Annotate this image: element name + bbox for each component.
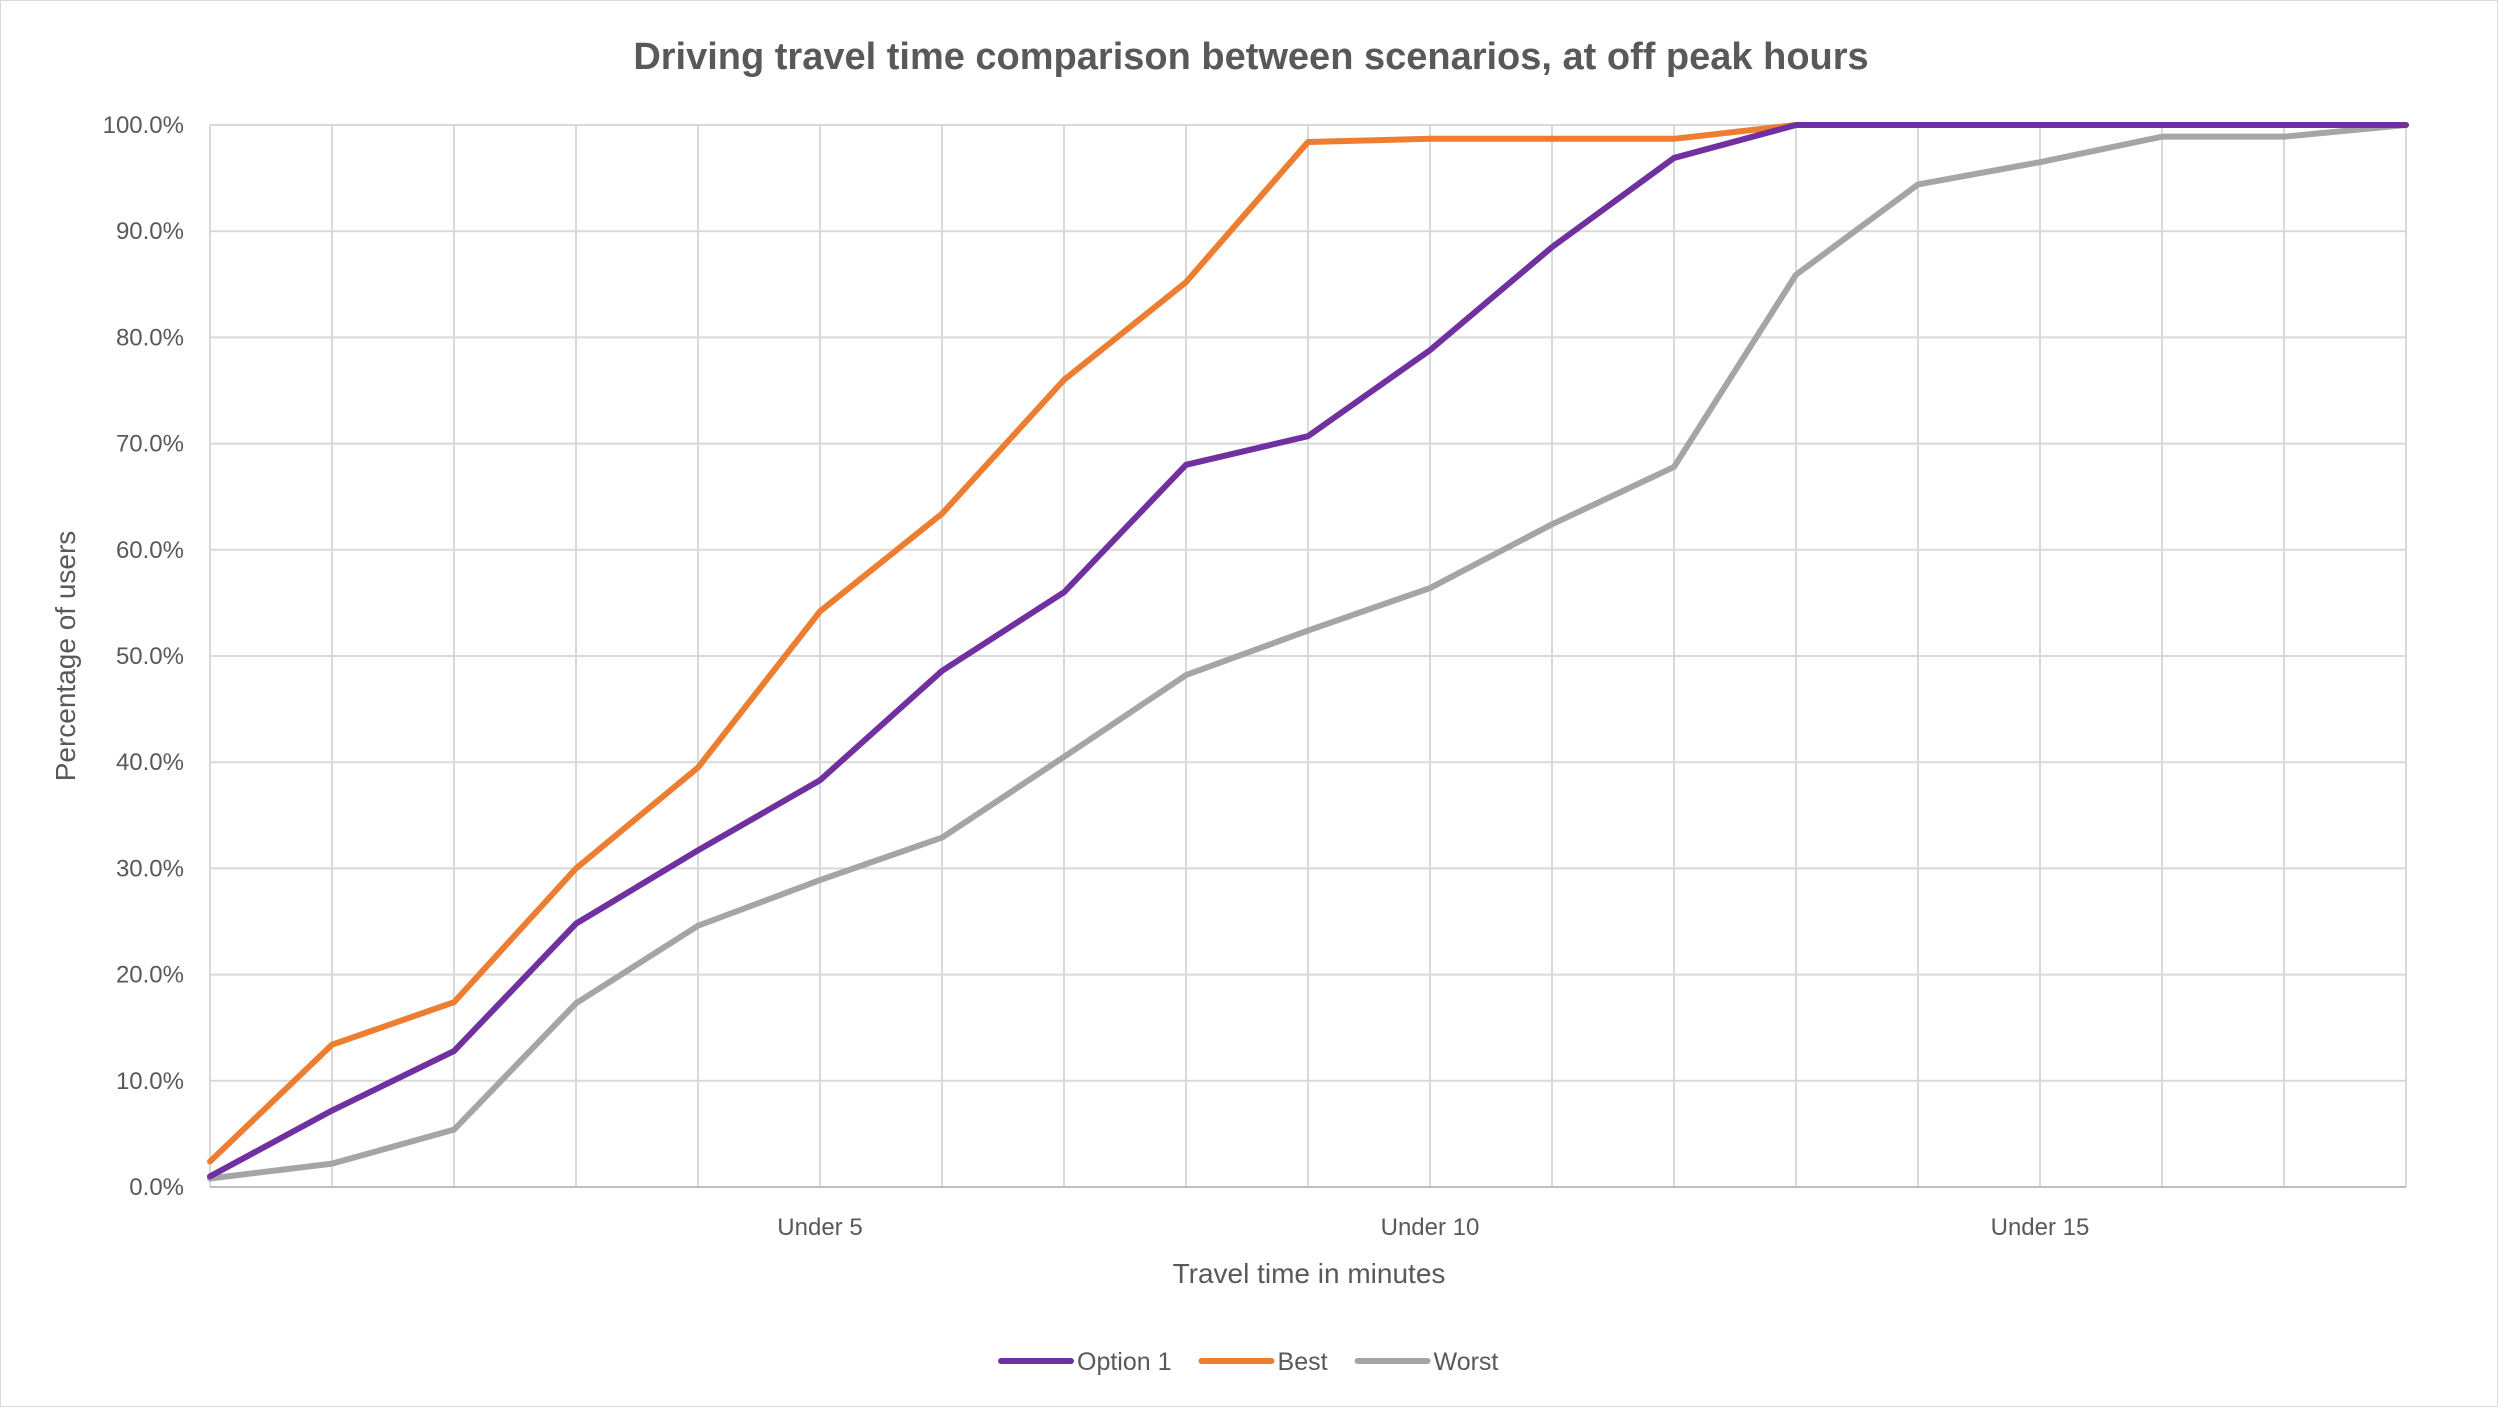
- y-tick-label: 80.0%: [116, 324, 184, 351]
- legend-label-best: Best: [1278, 1348, 1328, 1376]
- x-axis-ticks: Under 5 Under 10 Under 15: [777, 1214, 2089, 1241]
- legend: Option 1 Best Worst: [998, 1348, 1499, 1376]
- x-axis-label: Travel time in minutes: [1173, 1258, 1446, 1289]
- y-tick-label: 90.0%: [116, 218, 184, 245]
- y-tick-label: 100.0%: [103, 112, 184, 139]
- y-axis-ticks: 0.0% 10.0% 20.0% 30.0% 40.0% 50.0% 60.0% 70.0% 8…: [103, 112, 184, 1201]
- x-tick-label: Under 5: [777, 1214, 862, 1241]
- y-axis-label: Percentage of users: [50, 531, 81, 782]
- y-tick-label: 40.0%: [116, 749, 184, 776]
- y-tick-label: 20.0%: [116, 962, 184, 989]
- series-line-option-1: [207, 122, 2409, 1180]
- y-tick-label: 70.0%: [116, 431, 184, 458]
- y-tick-label: 0.0%: [129, 1174, 184, 1201]
- x-tick-label: Under 10: [1381, 1214, 1480, 1241]
- series-line-worst: [207, 122, 2409, 1182]
- gridlines: [209, 124, 2407, 1188]
- chart-title: Driving travel time comparison between s…: [633, 36, 1868, 78]
- series-lines: [207, 122, 2409, 1182]
- legend-label-worst: Worst: [1434, 1348, 1499, 1376]
- y-tick-label: 60.0%: [116, 537, 184, 564]
- x-tick-label: Under 15: [1991, 1214, 2090, 1241]
- legend-label-option-1: Option 1: [1077, 1348, 1172, 1376]
- y-tick-label: 10.0%: [116, 1068, 184, 1095]
- y-tick-label: 30.0%: [116, 855, 184, 882]
- y-tick-label: 50.0%: [116, 643, 184, 670]
